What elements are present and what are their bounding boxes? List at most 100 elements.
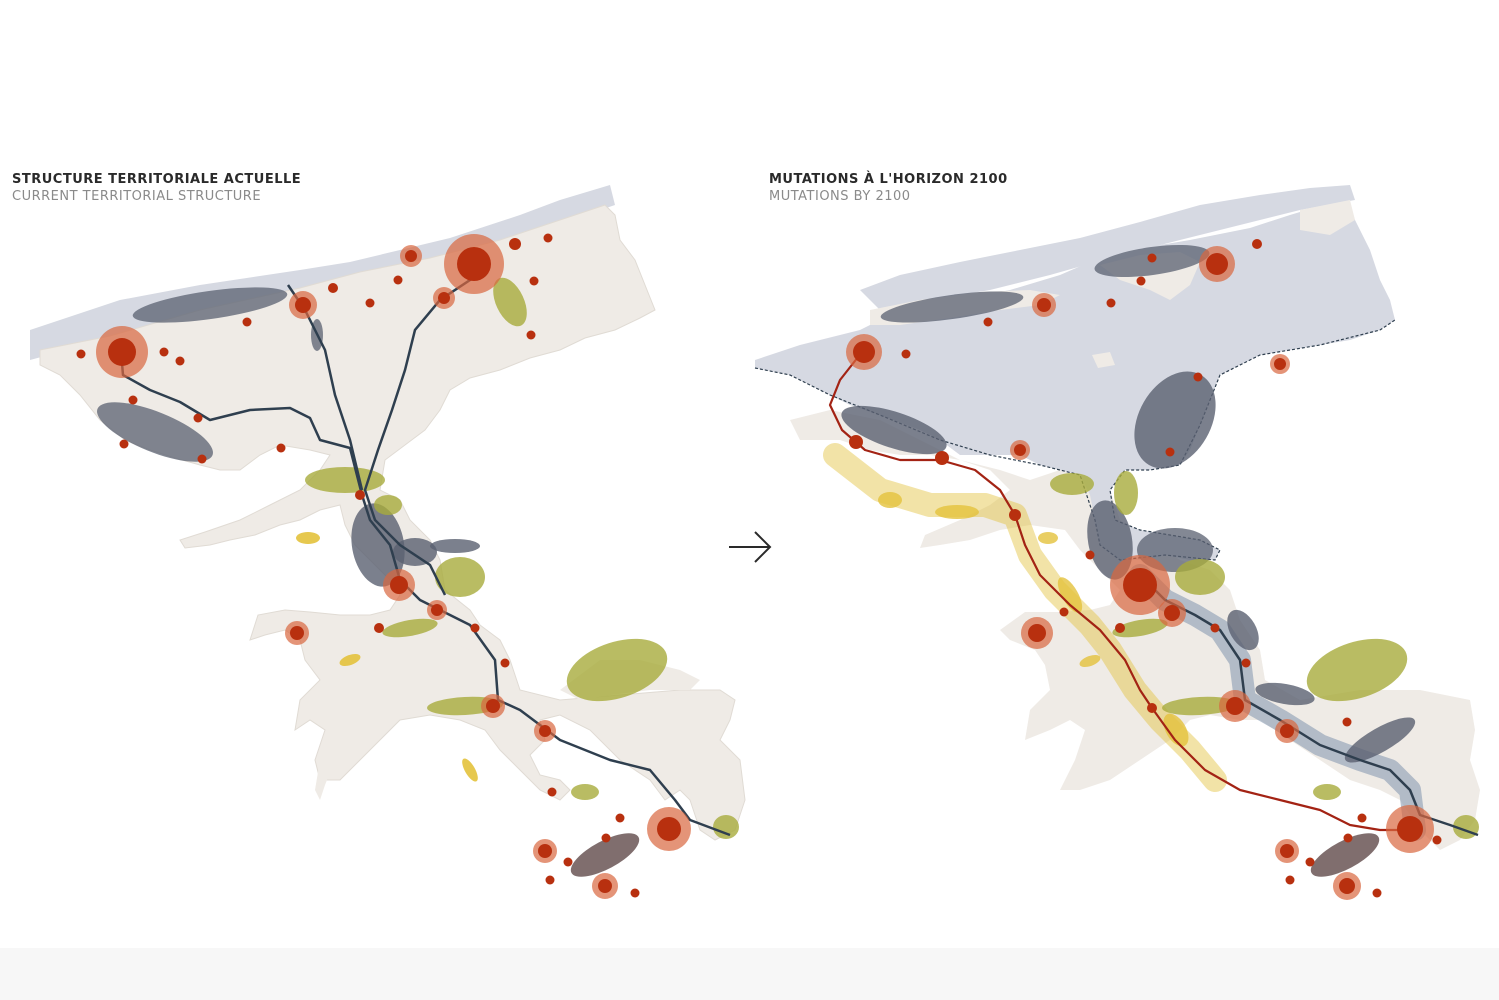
agri-zone	[1114, 471, 1138, 515]
agri-zone	[571, 784, 599, 800]
urban-zone	[1310, 833, 1380, 877]
city-node	[853, 341, 875, 363]
city-node	[486, 699, 500, 713]
small-towns	[76, 233, 640, 898]
land-island	[1100, 252, 1200, 300]
urban-zone	[841, 405, 947, 455]
agri-zone	[382, 618, 438, 638]
city-node	[1010, 440, 1030, 460]
transport-network	[1139, 574, 1479, 837]
agri-zone	[1162, 696, 1238, 716]
city-node	[1333, 872, 1361, 900]
city-node	[1280, 844, 1294, 858]
yellow-zone	[462, 758, 478, 782]
city-node	[846, 334, 882, 370]
urban-zone	[132, 287, 288, 323]
city-node	[1226, 697, 1244, 715]
city-node	[1158, 599, 1186, 627]
city-node	[1028, 624, 1046, 642]
agri-zone	[305, 467, 385, 493]
urban-zone	[1137, 528, 1213, 572]
agri-zone	[1175, 559, 1225, 595]
left-panel-header: STRUCTURE TERRITORIALE ACTUELLE CURRENT …	[12, 171, 301, 205]
city-node	[1123, 568, 1157, 602]
city-node	[1275, 719, 1299, 743]
urban-zone	[1255, 682, 1315, 706]
right-arrow-icon	[729, 531, 772, 563]
yellow-zone	[339, 653, 361, 667]
city-node	[1339, 878, 1355, 894]
city-node	[438, 292, 450, 304]
current-structure-map	[30, 185, 746, 899]
urban-zone	[351, 503, 405, 587]
city-node	[1021, 617, 1053, 649]
city-node	[390, 576, 408, 594]
city-node	[598, 879, 612, 893]
left-panel-subtitle: CURRENT TERRITORIAL STRUCTURE	[12, 189, 262, 204]
small-towns	[849, 239, 1442, 898]
bottom-strip	[0, 948, 1499, 1000]
urban-zone	[1344, 717, 1416, 763]
blue-corridor	[1129, 564, 1426, 841]
transport-network	[118, 339, 731, 837]
flood-boundary	[754, 319, 1396, 561]
city-node	[295, 297, 311, 313]
right-panel-header: MUTATIONS À L'HORIZON 2100 MUTATIONS BY …	[769, 171, 1008, 205]
city-node	[1014, 444, 1026, 456]
city-node	[1110, 555, 1170, 615]
yellow-zone	[296, 532, 320, 544]
city-node	[1274, 358, 1286, 370]
yellow-zone	[1079, 654, 1101, 668]
urban-zone	[1134, 371, 1216, 469]
agri-zone	[1050, 473, 1094, 495]
city-node	[539, 725, 551, 737]
city-node	[1164, 605, 1180, 621]
city-node	[1397, 816, 1423, 842]
river-line	[828, 351, 1410, 832]
tributary	[600, 700, 710, 800]
yellow-zone	[1038, 532, 1058, 544]
agri-zone	[1453, 815, 1479, 839]
city-node	[405, 250, 417, 262]
city-node	[1270, 354, 1290, 374]
agri-zone	[493, 277, 527, 327]
urban-zone	[1087, 500, 1133, 580]
city-node	[657, 817, 681, 841]
city-node	[1032, 293, 1056, 317]
city-node	[108, 338, 136, 366]
urban-zone	[880, 291, 1024, 323]
left-panel-title: STRUCTURE TERRITORIALE ACTUELLE	[12, 172, 302, 187]
urban-nodes	[96, 234, 691, 899]
right-panel-subtitle: MUTATIONS BY 2100	[769, 189, 911, 204]
agri-zone	[435, 557, 485, 597]
land-mass-2100	[790, 410, 1480, 850]
city-node	[1219, 690, 1251, 722]
tributary	[430, 640, 480, 700]
yellow-corridor	[823, 443, 1227, 792]
agri-zone	[713, 815, 739, 839]
city-node	[1199, 246, 1235, 282]
yellow-zone	[878, 492, 902, 508]
right-panel-title: MUTATIONS À L'HORIZON 2100	[769, 172, 1008, 187]
urban-nodes	[846, 246, 1434, 900]
agri-zone	[566, 638, 668, 702]
urban-zone	[393, 538, 437, 566]
yellow-zone	[1163, 713, 1189, 747]
agri-zone	[1313, 784, 1341, 800]
yellow-zone	[1057, 577, 1083, 613]
urban-zone	[97, 402, 213, 462]
urban-zone	[1094, 244, 1210, 278]
city-node	[1206, 253, 1228, 275]
land-island	[1300, 200, 1355, 235]
city-node	[538, 844, 552, 858]
city-node	[431, 604, 443, 616]
city-node	[1037, 298, 1051, 312]
agri-zone	[1112, 618, 1168, 638]
city-node	[1386, 805, 1434, 853]
city-node	[290, 626, 304, 640]
agri-zone	[1306, 638, 1408, 702]
city-node	[1275, 839, 1299, 863]
land-island	[870, 290, 1060, 325]
urban-zone	[570, 833, 640, 877]
agri-zone	[374, 495, 402, 515]
